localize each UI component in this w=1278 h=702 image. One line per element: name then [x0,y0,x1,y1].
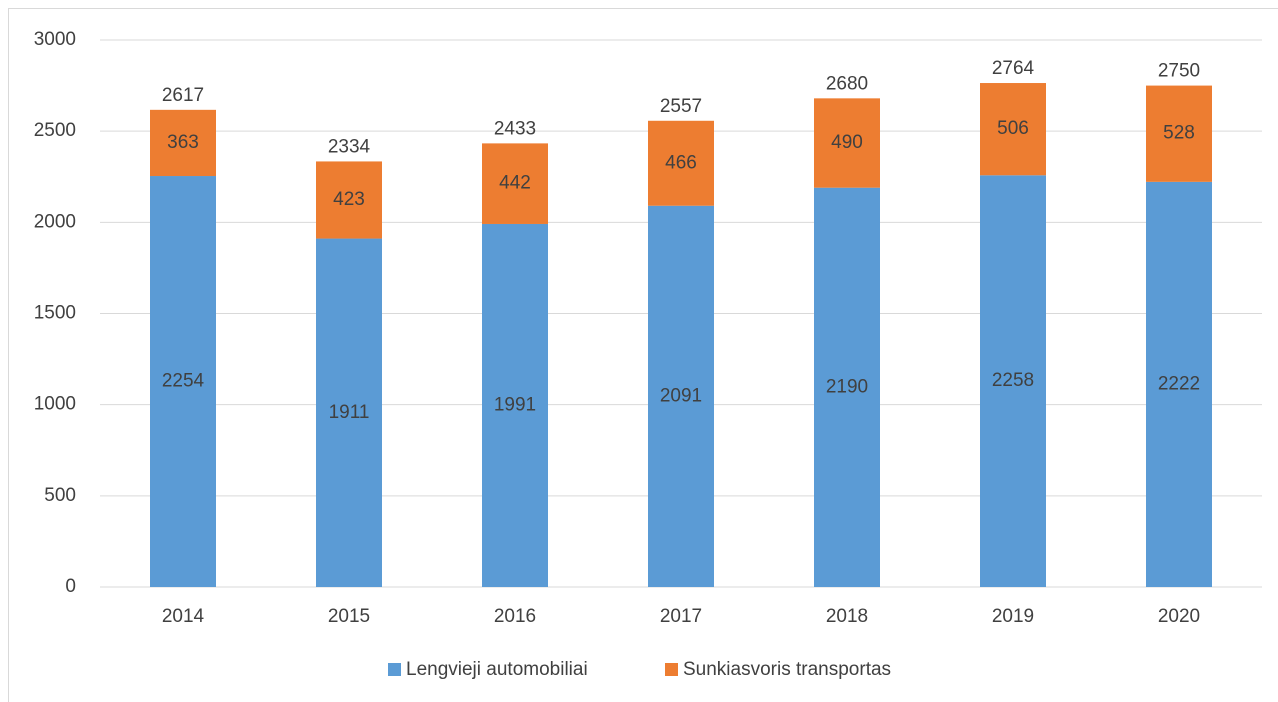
data-label: 442 [499,173,531,194]
y-tick-label: 2500 [34,120,76,141]
data-label: 528 [1163,123,1195,144]
legend-swatch [665,663,678,676]
bar-segment [814,98,880,188]
bar-segment [1146,85,1212,182]
legend-label: Sunkiasvoris transportas [683,659,891,680]
bar-segment [316,238,382,587]
total-label: 2433 [494,118,536,139]
total-label: 2557 [660,96,702,117]
bar-segment [1146,181,1212,587]
chart-frame [8,8,1278,702]
data-label: 466 [665,152,697,173]
x-tick-label: 2017 [660,606,702,627]
total-label: 2334 [328,136,371,157]
y-tick-label: 3000 [34,29,76,50]
total-label: 2764 [992,58,1035,79]
x-tick-label: 2016 [494,606,536,627]
x-tick-label: 2020 [1158,606,1200,627]
data-label: 2254 [162,371,205,392]
data-label: 1991 [494,395,536,416]
data-label: 2190 [826,376,868,397]
data-label: 506 [997,118,1029,139]
bar-segment [150,176,216,587]
y-tick-label: 0 [65,576,76,597]
data-label: 423 [333,189,365,210]
x-tick-label: 2019 [992,606,1034,627]
bar-segment [648,120,714,206]
x-tick-label: 2015 [328,606,370,627]
bar-segment [482,143,548,224]
total-label: 2750 [1158,61,1200,82]
data-label: 2222 [1158,373,1200,394]
bar-segment [814,187,880,587]
legend-swatch [388,663,401,676]
bar-segment [648,205,714,587]
y-tick-label: 1000 [34,394,76,415]
y-tick-label: 1500 [34,303,76,324]
y-tick-label: 2000 [34,211,76,232]
total-label: 2680 [826,73,868,94]
bar-segment [150,109,216,177]
x-tick-label: 2018 [826,606,868,627]
data-label: 2258 [992,370,1034,391]
x-tick-label: 2014 [162,606,205,627]
data-label: 1911 [329,402,370,423]
data-label: 363 [167,132,199,153]
data-label: 2091 [660,385,702,406]
total-label: 2617 [162,85,204,106]
bar-segment [980,83,1046,176]
bar-segment [482,223,548,587]
legend-label: Lengvieji automobiliai [406,659,588,680]
y-tick-label: 500 [44,485,76,506]
bar-segment [980,175,1046,588]
data-label: 490 [831,132,863,153]
bar-segment [316,161,382,239]
